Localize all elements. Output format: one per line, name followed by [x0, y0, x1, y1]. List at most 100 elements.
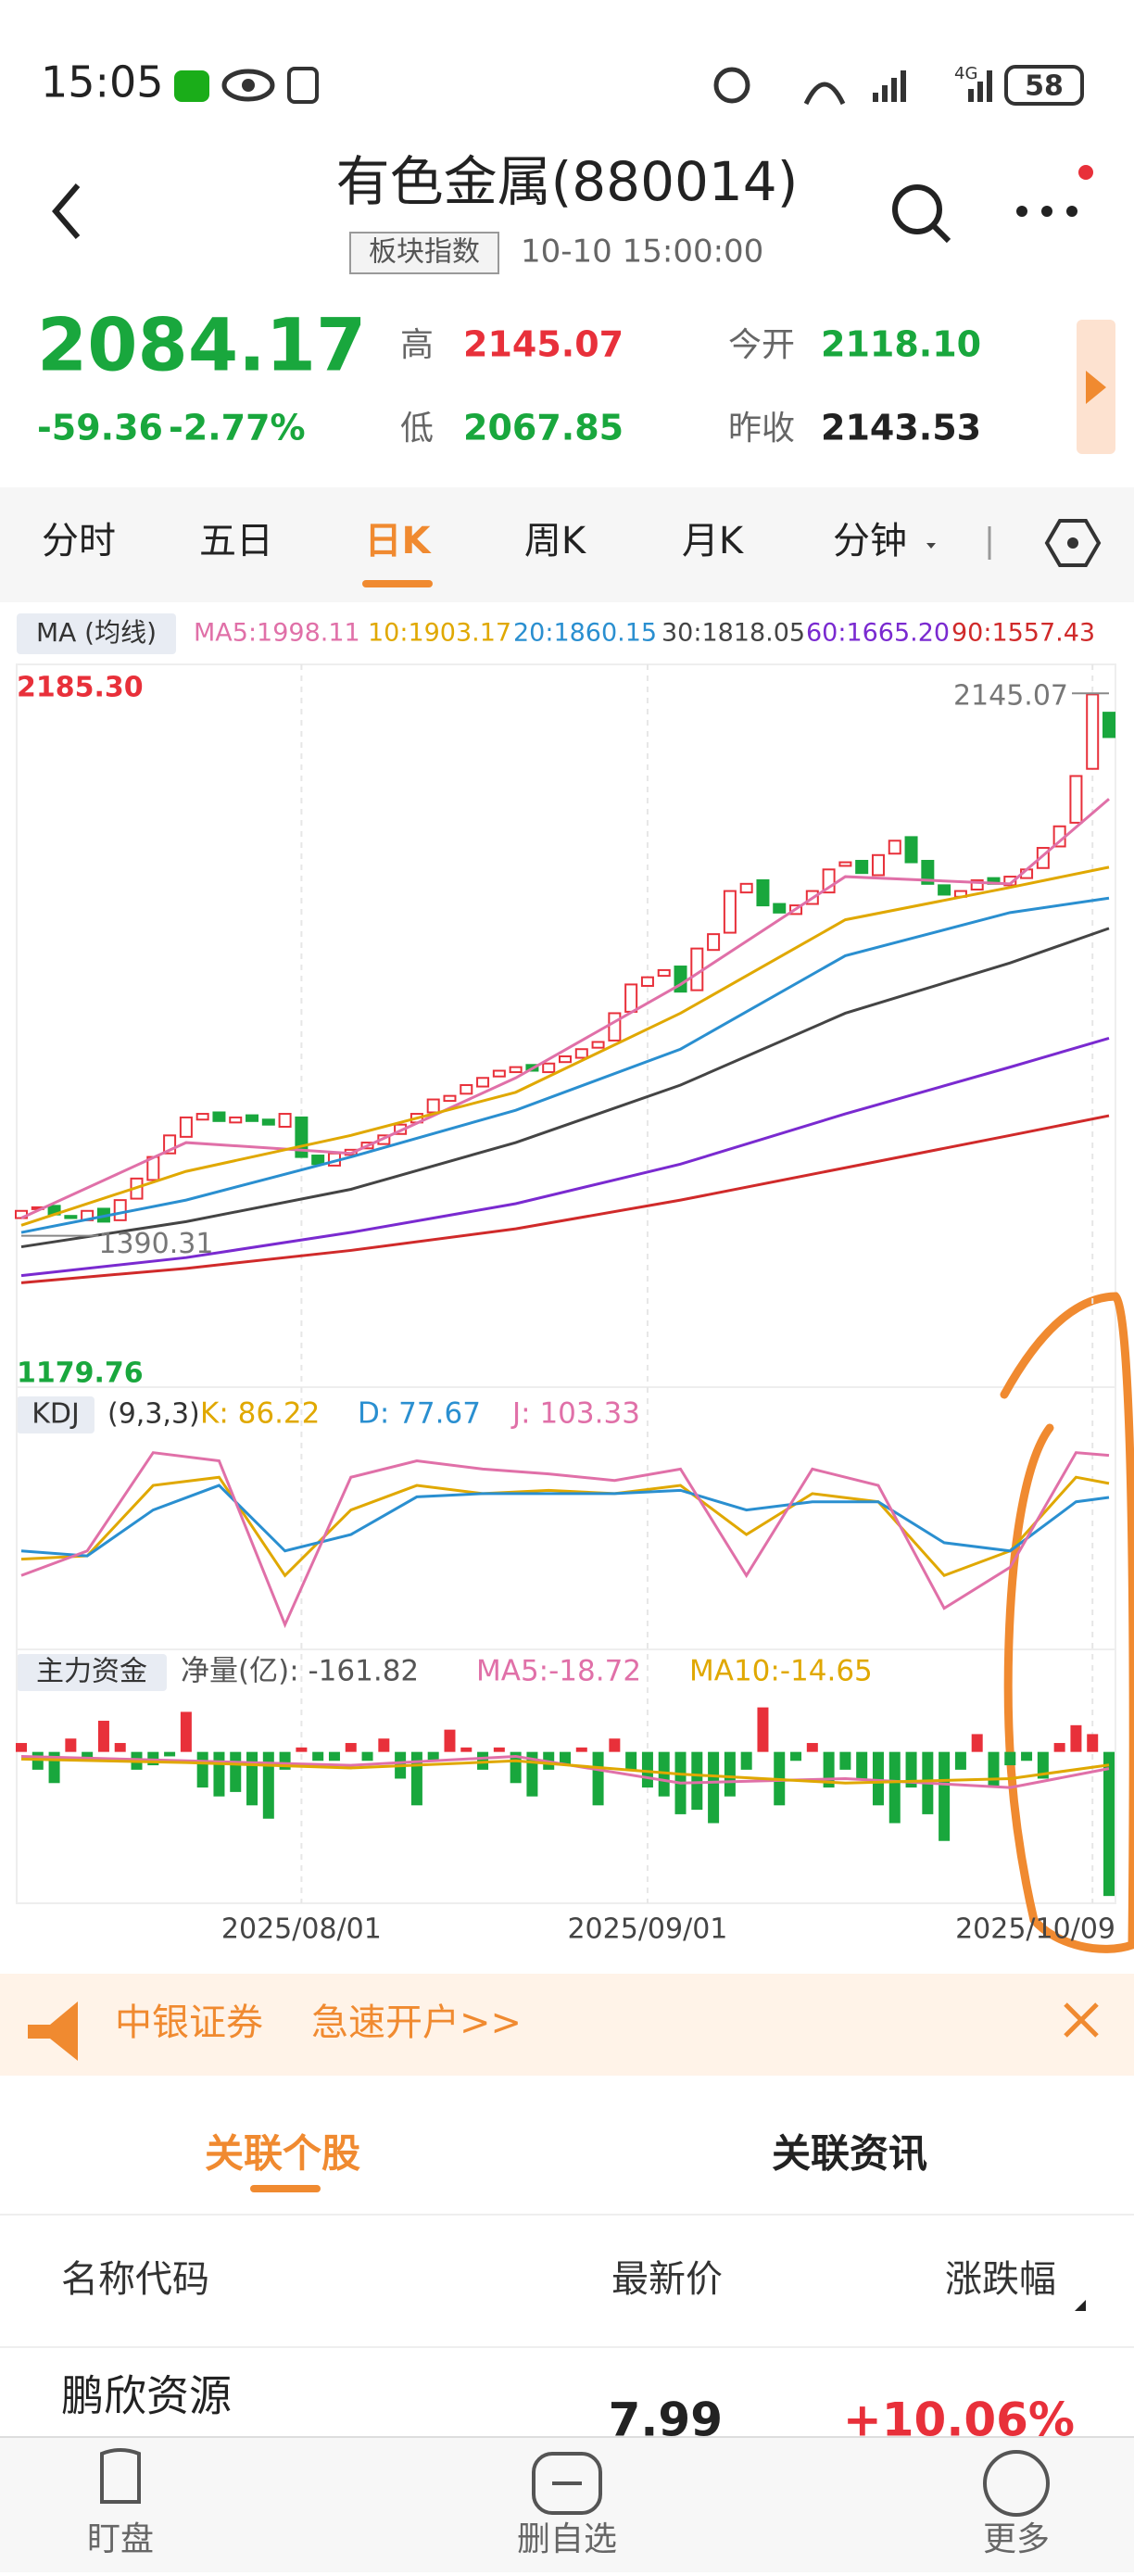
cell[interactable]: 鹏欣资源	[61, 2371, 232, 2421]
flow-bar	[246, 1751, 258, 1806]
period-tab[interactable]: 周K	[524, 520, 587, 562]
quote-time: 10-10 15:00:00	[521, 234, 763, 271]
nav-item[interactable]: 删自选	[517, 2520, 617, 2558]
candle	[212, 1111, 226, 1122]
flow-bar	[65, 1738, 77, 1752]
candle	[179, 1116, 193, 1138]
flow-bar	[16, 1743, 27, 1752]
ma-line	[20, 1037, 1110, 1278]
field-value: 2118.10	[821, 324, 981, 365]
related-tab[interactable]: 关联个股	[205, 2131, 360, 2177]
candle	[1003, 876, 1017, 887]
candle	[559, 1054, 572, 1064]
flow-bar	[757, 1707, 769, 1752]
kdj-legend: K: 86.22	[200, 1397, 320, 1431]
signal-icon	[873, 70, 906, 102]
candle	[476, 1077, 490, 1088]
period-tab[interactable]: 月K	[682, 520, 745, 562]
candle	[921, 859, 935, 885]
flow-legend-box	[17, 1654, 167, 1691]
ma-legend: 10:1903.17	[368, 619, 511, 648]
kdj-line	[20, 1475, 1110, 1578]
flow-bar	[1087, 1734, 1099, 1752]
flow-bar	[641, 1751, 653, 1788]
period-tab[interactable]: 分时	[42, 520, 116, 562]
signal-icon-2	[968, 70, 992, 102]
column-header: 涨跌幅	[945, 2258, 1056, 2301]
candle	[624, 983, 638, 1013]
related-tab[interactable]: 关联资讯	[772, 2131, 927, 2177]
network-label: 4G	[954, 64, 977, 83]
candle	[542, 1062, 556, 1074]
flow-bar	[345, 1743, 357, 1752]
column-header: 最新价	[611, 2258, 723, 2301]
field-value: 2145.07	[463, 324, 624, 365]
field-label: 高	[400, 326, 434, 364]
price-axis-label: 2185.30	[17, 672, 144, 704]
remove-icon	[532, 2452, 602, 2515]
more-button[interactable]	[1016, 206, 1077, 217]
candle	[773, 903, 787, 914]
back-button[interactable]	[52, 183, 81, 239]
period-tab[interactable]: 日K	[365, 520, 433, 562]
more-icon	[983, 2450, 1050, 2517]
settings-dot	[1067, 537, 1078, 549]
search-button[interactable]	[892, 184, 942, 234]
dropdown-icon	[926, 543, 936, 549]
flow-bar	[625, 1751, 637, 1770]
flow-bar	[230, 1751, 242, 1792]
nfc-icon	[287, 67, 319, 104]
candle	[246, 1114, 259, 1122]
ad-cta[interactable]: 急速开户>>	[311, 2001, 522, 2044]
candle	[509, 1066, 523, 1074]
flow-legend: MA10:-14.65	[689, 1655, 873, 1688]
ma-line	[20, 896, 1110, 1234]
eye-icon	[221, 69, 275, 102]
period-tab[interactable]: 五日	[199, 520, 273, 562]
annotation-label: 1390.31	[98, 1228, 213, 1260]
search-handle	[930, 222, 951, 244]
period-tab[interactable]: 分钟	[833, 520, 907, 562]
kdj-params: (9,3,3)	[107, 1398, 200, 1431]
candle	[871, 853, 885, 877]
candle	[938, 884, 951, 896]
candle	[640, 976, 654, 987]
field-label: 今开	[728, 326, 795, 364]
tab-bar-bg	[0, 487, 1134, 602]
tab-indicator	[362, 580, 433, 587]
ma-legend: 90:1557.43	[951, 619, 1095, 648]
flow-bar	[724, 1751, 736, 1797]
flow-bar	[180, 1711, 192, 1752]
tab-underline	[250, 2185, 321, 2192]
nav-item[interactable]: 盯盘	[87, 2520, 154, 2558]
flow-bar	[1103, 1751, 1115, 1897]
flow-title: 主力资金	[36, 1656, 147, 1688]
flow-bar	[839, 1751, 851, 1770]
flow-bar	[1070, 1724, 1082, 1752]
field-value: 2143.53	[821, 408, 981, 448]
ma-line	[20, 1114, 1110, 1284]
ma-legend-box	[17, 613, 176, 654]
candle	[64, 1215, 78, 1219]
change-pct: -2.77%	[169, 408, 306, 448]
candle	[113, 1199, 127, 1221]
sort-icon[interactable]	[1075, 2300, 1086, 2311]
battery-icon	[1004, 65, 1084, 106]
tag-label: 板块指数	[369, 236, 480, 269]
candle	[970, 878, 984, 891]
kdj-legend-box	[17, 1396, 94, 1433]
flow-ma-line	[20, 1757, 1110, 1785]
ma-legend: 20:1860.15	[513, 619, 657, 648]
column-header: 名称代码	[61, 2258, 209, 2301]
flow-bar	[296, 1747, 308, 1752]
flow-bar	[477, 1751, 489, 1770]
close-ad[interactable]	[1064, 2002, 1099, 2038]
flow-ma-line	[20, 1754, 1110, 1789]
nav-item[interactable]: 更多	[983, 2520, 1050, 2558]
settings-icon[interactable]	[1044, 519, 1102, 567]
flow-bar	[410, 1751, 422, 1806]
flow-bar	[575, 1747, 587, 1752]
wechat-icon	[174, 70, 209, 102]
flow-bar	[609, 1738, 621, 1752]
